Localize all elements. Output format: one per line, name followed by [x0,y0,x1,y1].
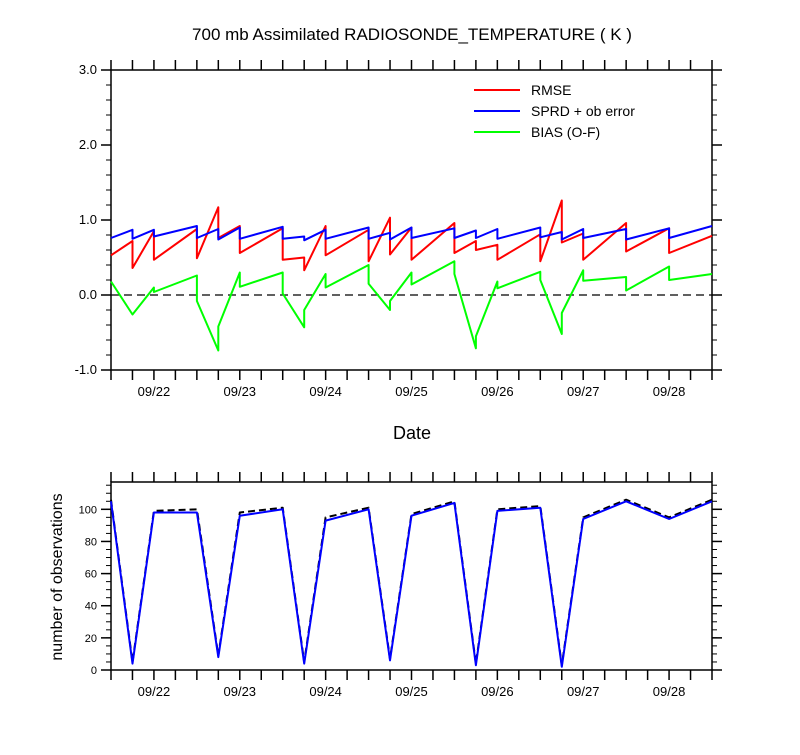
x-tick-label: 09/27 [567,384,600,399]
x-tick-label: 09/23 [224,384,257,399]
series-line-bias-o-f [110,260,713,352]
x-tick-label: 09/25 [395,684,428,699]
legend: RMSE SPRD + ob error BIAS (O-F) [474,82,635,140]
y-tick-label: 1.0 [79,212,97,227]
y-tick-label: 2.0 [79,137,97,152]
series-line-sprd-ob-error [110,225,713,242]
y-axis-label-observations: number of observations [49,493,66,660]
y-tick-label: 0 [91,665,97,677]
x-tick-label: 09/26 [481,684,514,699]
series-line-solid-1 [110,500,713,668]
legend-label-0: RMSE [531,82,571,98]
y-tick-label: 40 [85,601,97,613]
x-tick-label: 09/28 [653,384,686,399]
y-tick-label: 80 [85,536,97,548]
legend-label-2: BIAS (O-F) [531,124,600,140]
x-tick-label: 09/27 [567,684,600,699]
y-tick-label: 60 [85,569,97,581]
x-tick-label: 09/28 [653,684,686,699]
bottom-panel: 09/22 09/23 09/24 09/25 09/26 09/27 09/28 0 20 40… [79,472,722,699]
x-tick-label: 09/22 [138,384,171,399]
x-tick-label: 09/24 [309,384,342,399]
bottom-frame [110,481,713,671]
x-tick-label: 09/25 [395,384,428,399]
y-tick-label: 20 [85,633,97,645]
y-tick-label: 3.0 [79,62,97,77]
y-tick-label: 0.0 [79,287,97,302]
y-tick-label: 100 [79,504,97,516]
x-tick-label: 09/26 [481,384,514,399]
x-tick-label: 09/24 [309,684,342,699]
x-tick-label: 09/23 [224,684,257,699]
y-tick-label: -1.0 [75,362,97,377]
legend-label-1: SPRD + ob error [531,103,635,119]
top-panel: 09/22 09/23 09/24 09/25 09/26 09/27 09/28 -1.0 0… [75,60,722,399]
chart-title: 700 mb Assimilated RADIOSONDE_TEMPERATUR… [192,25,632,44]
series-line-dashed-0 [110,498,713,667]
x-axis-label: Date [393,423,431,443]
x-tick-label: 09/22 [138,684,171,699]
